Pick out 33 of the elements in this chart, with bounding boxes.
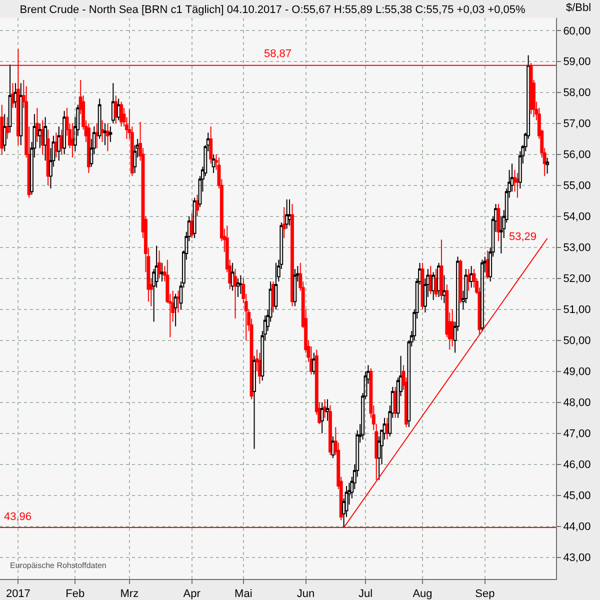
y-tick-label: 58,00 <box>563 87 591 100</box>
y-tick-label: 51,00 <box>563 304 591 316</box>
y-tick-label: 60,00 <box>563 25 591 38</box>
y-tick-label: 45,00 <box>563 490 591 502</box>
y-tick-label: 48,00 <box>563 397 591 410</box>
x-tick-label: Jul <box>358 588 373 600</box>
x-tick-label: Feb <box>66 588 85 600</box>
y-tick-label: 53,00 <box>563 242 591 254</box>
y-axis-title: $/Bbl <box>566 2 592 14</box>
x-tick-label: Mrz <box>120 588 139 600</box>
y-tick-label: 49,00 <box>563 366 591 378</box>
y-tick-label: 55,00 <box>563 180 591 192</box>
y-tick-label: 56,00 <box>563 149 591 162</box>
x-tick-label: Aug <box>412 588 432 600</box>
x-tick-label: Apr <box>183 588 201 600</box>
chart-title: Brent Crude - North Sea [BRN c1 Täglich] 04.10.2017 - O:55,67 H:55,89 L:55,38 C:55,75 +0,03 +0,05% <box>20 4 526 16</box>
annotation: 43,96 <box>4 511 32 523</box>
annotation: 58,87 <box>264 48 292 60</box>
x-tick-label: Jun <box>296 588 315 600</box>
y-tick-label: 52,00 <box>563 273 591 286</box>
annotation: Europäische Rohstoffdaten <box>10 561 106 570</box>
x-tick-label: 2017 <box>6 588 30 600</box>
y-tick-label: 57,00 <box>563 118 591 130</box>
y-tick-label: 50,00 <box>563 335 591 348</box>
y-tick-label: 44,00 <box>563 521 591 534</box>
y-tick-label: 54,00 <box>563 211 591 224</box>
y-tick-label: 47,00 <box>563 428 591 440</box>
x-tick-label: Sep <box>475 588 495 600</box>
x-tick-label: Mai <box>234 588 252 600</box>
y-tick-label: 59,00 <box>563 56 591 68</box>
y-tick-label: 46,00 <box>563 459 591 472</box>
data-label: 53,29 <box>509 231 537 243</box>
y-tick-label: 43,00 <box>563 552 591 564</box>
